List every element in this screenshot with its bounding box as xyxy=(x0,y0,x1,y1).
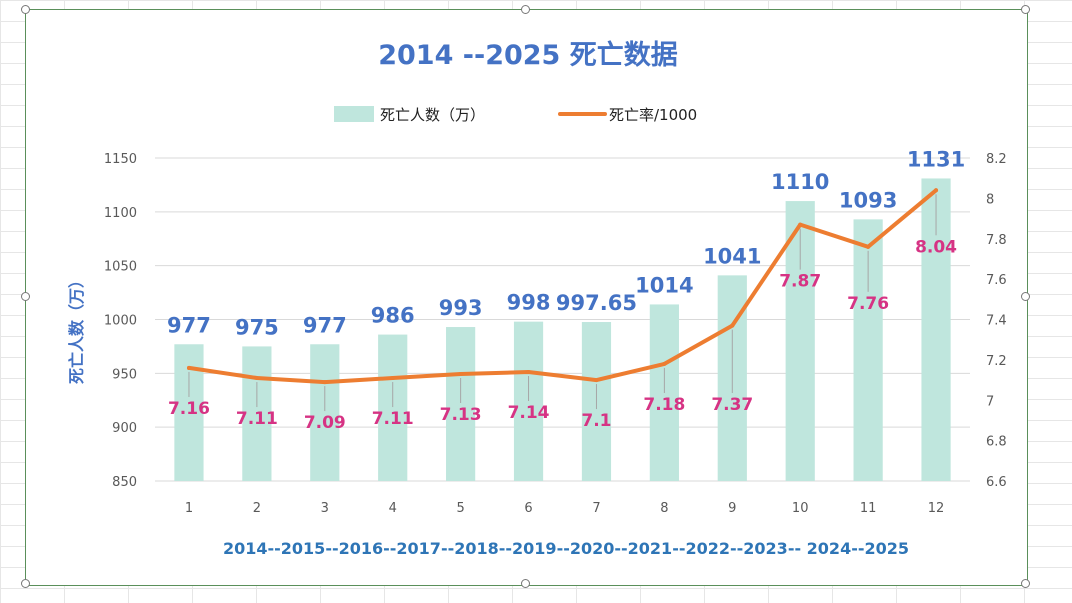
right-tick-label: 8 xyxy=(986,192,994,207)
rate-point xyxy=(526,369,531,374)
rate-value-label: 7.76 xyxy=(847,294,889,314)
legend-label-rate: 死亡率/1000 xyxy=(609,106,697,124)
right-tick-label: 7.6 xyxy=(986,273,1007,288)
rate-point xyxy=(594,378,599,383)
x-tick-label: 9 xyxy=(728,501,736,516)
x-axis: 1 2 3 4 5 6 7 8 9 10 11 12 xyxy=(185,501,944,516)
rate-line xyxy=(187,188,938,385)
period-label: 2014--2015--2016--2017--2018--2019--2020… xyxy=(223,539,909,558)
bar-value-label: 993 xyxy=(439,296,483,320)
x-tick-label: 8 xyxy=(660,501,668,516)
rate-value-label: 7.11 xyxy=(372,409,414,429)
rate-value-label: 7.09 xyxy=(304,413,346,433)
bar xyxy=(310,344,340,481)
rate-point xyxy=(186,365,191,370)
x-tick-label: 1 xyxy=(185,501,193,516)
resize-handle-top-right[interactable] xyxy=(1021,5,1030,14)
x-tick-label: 3 xyxy=(321,501,329,516)
bar-series xyxy=(174,178,951,482)
bar-value-label: 1110 xyxy=(771,170,829,194)
resize-handle-bottom-center[interactable] xyxy=(521,579,530,588)
rate-value-label: 8.04 xyxy=(915,237,957,257)
left-axis: 850 900 950 1000 1050 1100 1150 xyxy=(104,152,137,490)
right-tick-label: 7.2 xyxy=(986,354,1007,369)
right-tick-label: 6.6 xyxy=(986,475,1007,490)
legend-label-deaths: 死亡人数（万） xyxy=(380,106,485,124)
chart-title: 2014 --2025 死亡数据 xyxy=(378,40,678,71)
right-tick-label: 7.8 xyxy=(986,233,1007,248)
bar xyxy=(446,327,476,481)
resize-handle-top-left[interactable] xyxy=(21,5,30,14)
x-tick-label: 12 xyxy=(928,501,945,516)
right-axis: 6.6 6.8 7 7.2 7.4 7.6 7.8 8 8.2 xyxy=(986,152,1007,490)
gridlines xyxy=(155,157,970,482)
bar-value-label: 997.65 xyxy=(556,291,637,315)
rate-point xyxy=(730,323,735,328)
bar-value-label: 986 xyxy=(371,304,415,328)
rate-data-labels: 7.16 7.11 7.09 7.11 7.13 7.14 7.1 7.18 7.37 7.87 7… xyxy=(168,237,957,433)
rate-value-label: 7.11 xyxy=(236,409,278,429)
leader-lines xyxy=(188,194,937,412)
rate-point xyxy=(866,244,871,249)
left-tick-label: 1050 xyxy=(104,260,137,275)
right-tick-label: 8.2 xyxy=(986,152,1007,167)
rate-point xyxy=(322,380,327,385)
left-tick-label: 1000 xyxy=(104,314,137,329)
resize-handle-middle-left[interactable] xyxy=(21,292,30,301)
left-tick-label: 1100 xyxy=(104,206,137,221)
bar xyxy=(513,321,544,481)
line-series xyxy=(186,188,939,385)
resize-handle-top-center[interactable] xyxy=(521,5,530,14)
bar xyxy=(242,346,272,481)
rate-point xyxy=(458,372,463,377)
legend: 死亡人数（万） 死亡率/1000 xyxy=(334,106,697,124)
bar-value-label: 975 xyxy=(235,315,279,339)
rate-value-label: 7.37 xyxy=(711,395,753,415)
rate-value-label: 7.13 xyxy=(440,405,482,425)
bar-value-label: 998 xyxy=(507,291,551,315)
left-tick-label: 1150 xyxy=(104,152,137,167)
rate-value-label: 7.1 xyxy=(581,411,611,431)
bar-value-label: 977 xyxy=(303,313,347,337)
rate-point xyxy=(934,188,939,193)
right-tick-label: 7 xyxy=(986,394,994,409)
left-tick-label: 950 xyxy=(112,367,137,382)
x-tick-label: 10 xyxy=(792,501,809,516)
rate-point xyxy=(662,361,667,366)
x-tick-label: 11 xyxy=(860,501,877,516)
rate-value-label: 7.14 xyxy=(508,403,550,423)
bar xyxy=(378,334,408,481)
x-tick-label: 6 xyxy=(524,501,532,516)
rate-point xyxy=(390,376,395,381)
x-tick-label: 4 xyxy=(389,501,397,516)
rate-value-label: 7.18 xyxy=(643,395,685,415)
right-tick-label: 6.8 xyxy=(986,435,1007,450)
rate-value-label: 7.87 xyxy=(779,272,821,292)
x-tick-label: 2 xyxy=(253,501,261,516)
bar-value-label: 1093 xyxy=(839,188,897,212)
resize-handle-bottom-right[interactable] xyxy=(1021,579,1030,588)
x-tick-label: 5 xyxy=(456,501,464,516)
left-tick-label: 850 xyxy=(112,475,137,490)
bar-value-label: 1014 xyxy=(635,273,693,297)
y-axis-title: 死亡人数（万） xyxy=(67,272,86,384)
rate-point xyxy=(254,376,259,381)
right-tick-label: 7.4 xyxy=(986,314,1007,329)
x-tick-label: 7 xyxy=(592,501,600,516)
bar-value-label: 1131 xyxy=(907,147,965,171)
rate-point xyxy=(798,222,803,227)
resize-handle-middle-right[interactable] xyxy=(1021,292,1030,301)
rate-value-label: 7.16 xyxy=(168,399,210,419)
left-tick-label: 900 xyxy=(112,421,137,436)
bar-value-label: 977 xyxy=(167,313,211,337)
resize-handle-bottom-left[interactable] xyxy=(21,579,30,588)
legend-swatch-deaths xyxy=(334,106,374,122)
bar-value-label: 1041 xyxy=(703,244,761,268)
